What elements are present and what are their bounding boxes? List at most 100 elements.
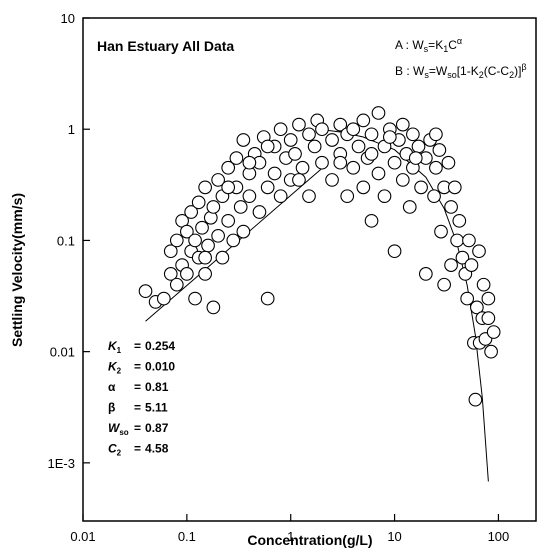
- equation-part: so: [447, 70, 457, 80]
- param-value: 0.254: [145, 339, 175, 353]
- data-point: [138, 284, 153, 298]
- data-point: [169, 233, 184, 248]
- data-point: [460, 291, 475, 306]
- equation-part: A : W: [395, 38, 424, 52]
- data-point: [315, 122, 329, 137]
- data-point: [302, 127, 316, 142]
- data-point: [464, 258, 479, 272]
- data-point: [346, 160, 361, 175]
- data-point: [236, 224, 251, 239]
- param-name: W: [108, 421, 121, 435]
- data-point: [273, 122, 288, 137]
- data-point: [356, 180, 371, 195]
- y-tick-label: 0.01: [50, 345, 75, 360]
- param-name: α: [108, 380, 116, 394]
- data-point: [402, 200, 417, 214]
- data-point: [215, 250, 230, 265]
- data-point: [472, 244, 486, 259]
- data-point: [180, 224, 194, 239]
- x-tick-label: 10: [387, 529, 401, 544]
- data-point: [371, 166, 386, 181]
- data-point: [444, 200, 458, 214]
- data-point: [206, 300, 221, 315]
- x-axis-title: Concentration(g/L): [247, 532, 372, 548]
- equation-part: 2: [479, 70, 484, 80]
- data-point: [486, 325, 501, 339]
- data-point: [351, 139, 366, 154]
- data-point: [201, 238, 215, 253]
- data-point: [450, 233, 464, 248]
- equation-part: s: [424, 44, 429, 54]
- data-point: [346, 122, 361, 137]
- data-point: [427, 189, 441, 204]
- equation-part: (C-C: [484, 64, 510, 78]
- param-sub: so: [119, 428, 128, 437]
- x-tick-label: 0.01: [70, 529, 95, 544]
- data-point: [371, 106, 386, 120]
- data-point: [292, 173, 306, 187]
- equation-part: 2: [509, 70, 514, 80]
- param-sub: 1: [117, 346, 122, 355]
- equation-part: K: [435, 38, 443, 52]
- data-point: [364, 127, 379, 142]
- data-point: [411, 139, 426, 154]
- data-point: [198, 267, 212, 281]
- data-point: [356, 113, 371, 128]
- param-name: β: [108, 401, 115, 415]
- data-point: [447, 180, 462, 195]
- data-point: [233, 200, 248, 214]
- plot-frame: [82, 17, 537, 522]
- equation-part: α: [457, 36, 462, 46]
- parameter: α = 0.81: [108, 380, 169, 394]
- param-sub: 2: [117, 449, 122, 458]
- data-point: [437, 277, 451, 292]
- data-point: [252, 205, 267, 219]
- data-point: [481, 311, 496, 326]
- data-point: [163, 244, 178, 259]
- data-point: [302, 189, 316, 204]
- data-point: [307, 139, 322, 154]
- data-point: [455, 250, 470, 265]
- data-point: [288, 147, 302, 161]
- data-point: [434, 224, 448, 239]
- parameter: Wso = 0.87: [108, 421, 169, 437]
- data-point: [333, 117, 348, 132]
- data-point: [382, 130, 397, 144]
- x-tick-label: 1: [287, 529, 294, 544]
- equation-part: B : W: [395, 64, 425, 78]
- y-tick-label: 10: [61, 11, 75, 26]
- param-value: 0.87: [145, 421, 169, 435]
- data-point: [295, 160, 310, 175]
- data-point: [267, 166, 282, 181]
- equation-part: )]: [514, 64, 521, 78]
- equation-part: C: [448, 38, 457, 52]
- data-point: [325, 173, 339, 187]
- data-point: [481, 291, 496, 306]
- data-point: [444, 258, 458, 272]
- data-point: [452, 213, 467, 228]
- data-point: [315, 155, 329, 170]
- data-point: [184, 205, 199, 219]
- data-point: [470, 300, 484, 315]
- data-point: [180, 267, 194, 281]
- data-point: [273, 189, 288, 204]
- data-point: [195, 220, 209, 235]
- x-tick-label: 0.1: [178, 529, 196, 544]
- data-point: [395, 117, 410, 132]
- param-sub: 2: [117, 367, 122, 376]
- parameter: K2 = 0.010: [108, 360, 175, 376]
- data-point: [169, 277, 184, 292]
- param-name: K: [108, 360, 118, 374]
- param-value: 4.58: [145, 442, 169, 456]
- parameter: β = 5.11: [108, 401, 168, 415]
- data-point: [395, 173, 410, 187]
- y-tick-label: 1: [68, 122, 75, 137]
- data-point: [188, 233, 202, 248]
- data-point: [260, 139, 275, 154]
- data-point: [283, 133, 298, 147]
- data-point: [468, 392, 483, 407]
- param-sep: =: [134, 442, 141, 456]
- parameter: K1 = 0.254: [108, 339, 175, 355]
- x-tick-label: 100: [488, 529, 510, 544]
- equation-part: β: [521, 62, 526, 72]
